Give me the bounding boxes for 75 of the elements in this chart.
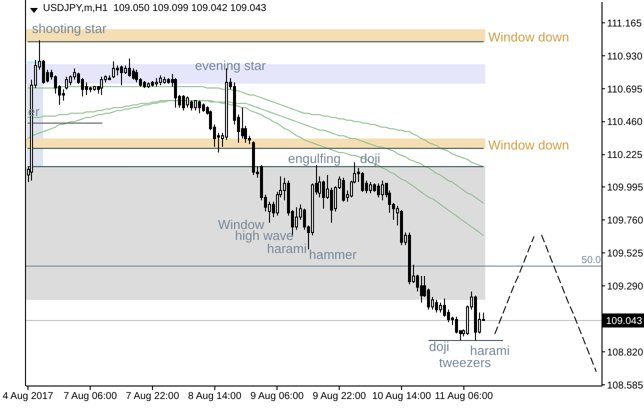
y-tick-label: 109.995 — [607, 182, 644, 194]
candlestick — [65, 76, 68, 90]
candlestick — [112, 60, 115, 79]
y-tick-label: 110.460 — [607, 117, 643, 128]
candlestick — [361, 172, 364, 192]
annotation: harami — [470, 343, 510, 358]
candlestick — [427, 288, 430, 310]
x-tick-label: 7 Aug 06:00 — [64, 391, 118, 402]
candlestick — [120, 65, 123, 86]
chart-title: USDJPY,m,H1 109.050 109.099 109.042 109.043 — [43, 3, 266, 15]
y-tick-label: 109.525 — [607, 248, 644, 260]
annotation: shooting star — [32, 21, 108, 36]
y-tick-label: 110.695 — [607, 84, 643, 96]
candlestick — [439, 302, 442, 313]
line-series — [494, 236, 534, 334]
candlestick — [420, 276, 423, 304]
annotation: doji — [360, 151, 380, 166]
annotation: harami — [267, 241, 307, 256]
candlestick — [186, 96, 189, 108]
y-tick-label: 108.820 — [607, 347, 644, 358]
x-tick-label: 9 Aug 06:00 — [250, 391, 304, 402]
y-tick-label: 109.760 — [607, 215, 644, 226]
annotation: hammer — [309, 247, 358, 262]
x-tick-label: 8 Aug 14:00 — [188, 391, 242, 402]
x-tick-label: 11 Aug 06:00 — [434, 391, 494, 402]
candlestick — [198, 100, 201, 114]
y-tick-label: 111.165 — [607, 18, 642, 30]
candlestick — [342, 177, 345, 202]
candlestick — [443, 298, 446, 318]
annotation: doji — [429, 339, 450, 354]
candlestick — [416, 274, 419, 292]
candlestick — [42, 59, 45, 84]
candlestick — [128, 58, 131, 78]
candlestick — [174, 78, 177, 108]
x-tick-label: 7 Aug 22:00 — [126, 391, 180, 402]
y-tick-label: 108.585 — [607, 380, 644, 392]
candlestick — [322, 180, 325, 210]
x-tick-label: 4 Aug 2017 — [2, 391, 54, 402]
candlestick — [268, 201, 271, 224]
candlestick — [190, 100, 193, 111]
candlestick — [62, 88, 65, 102]
candlestick — [85, 82, 88, 96]
annotation: engulfing — [288, 151, 341, 166]
annotation: tweezers — [439, 355, 492, 370]
candlestick — [303, 208, 306, 230]
candlestick — [377, 182, 380, 198]
candlestick — [295, 206, 298, 230]
candlestick — [369, 182, 372, 194]
candlestick — [135, 69, 138, 83]
annotation: evening star — [195, 58, 266, 73]
candlestick — [447, 309, 450, 323]
y-tick-label: 110.225 — [607, 150, 643, 162]
candlestick — [194, 100, 197, 111]
candlestick — [182, 94, 185, 111]
annotation: 50.0 — [582, 255, 602, 266]
band-label: Window down — [488, 137, 570, 152]
candlestick — [435, 299, 438, 313]
ref-line-label: 109.043 — [606, 316, 643, 328]
x-tick-label: 10 Aug 14:00 — [372, 391, 432, 402]
y-tick-label: 110.930 — [607, 51, 643, 62]
band-label: Window down — [488, 29, 570, 44]
candlestick — [54, 74, 57, 94]
candlestick — [159, 74, 162, 86]
candlestick — [241, 107, 244, 140]
candlestick — [81, 78, 84, 97]
candlestick — [73, 68, 76, 80]
candlestick — [455, 316, 458, 334]
x-tick-label: 9 Aug 22:00 — [312, 391, 366, 402]
candlestick — [132, 68, 135, 80]
candlestick — [116, 65, 119, 76]
candlestick — [330, 187, 333, 224]
candlestick — [100, 76, 103, 96]
candlestick — [381, 180, 384, 201]
y-tick-label: 109.290 — [607, 281, 644, 292]
candlestick — [69, 74, 72, 86]
